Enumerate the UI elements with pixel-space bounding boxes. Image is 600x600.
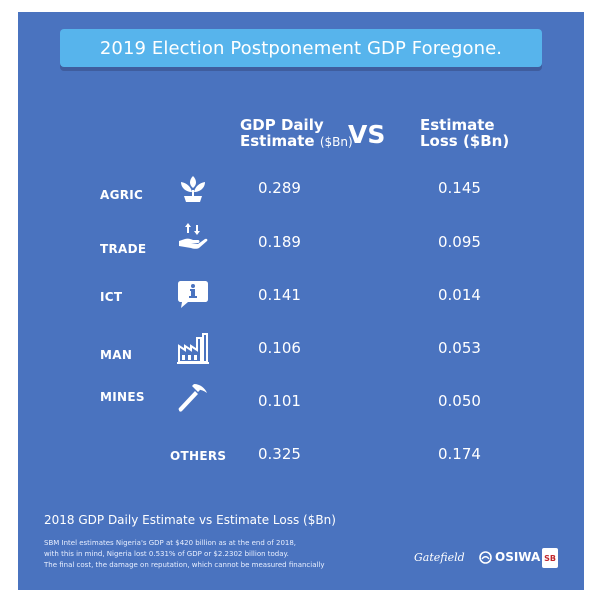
loss-header-line2: Loss ($Bn) [420,132,510,150]
footnote-line2: with this in mind, Nigeria lost 0.531% o… [44,550,289,558]
gdp-column-header: GDP Daily Estimate ($Bn) [240,117,353,150]
gdp-value-agric: 0.289 [258,179,301,197]
infographic-card: 2019 Election Postponement GDP Foregone.… [18,12,584,590]
loss-value-mines: 0.050 [438,392,481,410]
footnote-line3: The final cost, the damage on reputation… [44,561,325,569]
sbm-logo: SB [542,548,558,568]
sprout-icon [181,176,205,202]
gdp-value-others: 0.325 [258,445,301,463]
gdp-header-estimate: Estimate [240,132,315,150]
loss-value-ict: 0.014 [438,286,481,304]
gdp-value-ict: 0.141 [258,286,301,304]
row-label-ict: ICT [100,290,123,304]
gdp-value-mines: 0.101 [258,392,301,410]
row-label-man: MAN [100,348,133,362]
footnote-line1: SBM Intel estimates Nigeria's GDP at $42… [44,539,297,547]
osiwa-logo-text: OSIWA [495,550,541,564]
vs-label: VS [348,120,386,149]
gdp-header-line1: GDP Daily [240,116,324,134]
pickaxe-icon [178,384,207,412]
loss-value-others: 0.174 [438,445,481,463]
loss-column-header: Estimate Loss ($Bn) [420,117,509,149]
loss-value-agric: 0.145 [438,179,481,197]
page-title: 2019 Election Postponement GDP Foregone. [60,29,542,67]
chart-subtitle: 2018 GDP Daily Estimate vs Estimate Loss… [44,513,336,527]
info-bubble-icon [178,281,208,308]
row-label-agric: AGRIC [100,188,144,202]
footnote: SBM Intel estimates Nigeria's GDP at $42… [44,538,364,571]
gatefield-logo: Gatefield [414,551,465,564]
row-label-others: OTHERS [170,449,227,463]
row-label-trade: TRADE [100,242,147,256]
loss-value-man: 0.053 [438,339,481,357]
osiwa-mark-icon [479,550,492,564]
gdp-header-unit: ($Bn) [319,135,353,149]
gdp-value-man: 0.106 [258,339,301,357]
loss-value-trade: 0.095 [438,233,481,251]
osiwa-logo: OSIWA [479,550,540,564]
loss-header-line1: Estimate [420,116,495,134]
gdp-value-trade: 0.189 [258,233,301,251]
gdp-header-line2: Estimate ($Bn) [240,133,353,150]
factory-icon [177,333,209,364]
hand-arrows-icon [179,223,208,249]
row-label-mines: MINES [100,390,145,404]
